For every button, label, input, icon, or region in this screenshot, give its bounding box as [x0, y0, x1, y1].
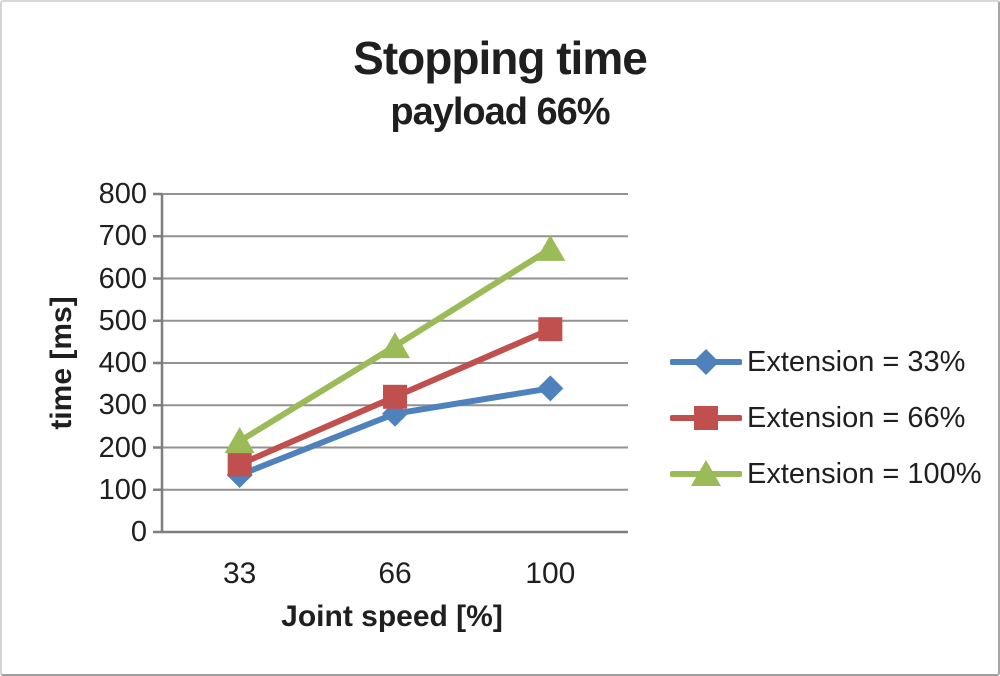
x-tick-label: 33	[222, 557, 257, 590]
legend: Extension = 33% Extension = 66% Extensio…	[670, 334, 982, 502]
x-tick-label: 100	[525, 557, 576, 590]
legend-marker-triangle-icon	[670, 460, 742, 486]
y-tick-label: 500	[98, 304, 147, 337]
data-point-marker	[224, 427, 255, 454]
chart-subtitle: payload 66%	[390, 90, 610, 133]
y-tick-label: 700	[98, 220, 147, 253]
data-point-marker	[383, 384, 407, 409]
data-point-marker	[535, 234, 566, 261]
data-point-marker	[538, 317, 563, 342]
legend-item: Extension = 100%	[670, 446, 982, 502]
legend-marker	[694, 406, 718, 430]
chart-title: Stopping time	[353, 32, 648, 84]
legend-marker	[691, 460, 721, 486]
data-point-marker	[227, 452, 252, 477]
legend-marker	[693, 349, 719, 375]
legend-item: Extension = 33%	[670, 334, 982, 390]
legend-item-label: Extension = 100%	[747, 457, 982, 490]
y-tick-label: 600	[98, 262, 147, 295]
y-tick-label: 0	[130, 516, 147, 548]
data-point-marker	[380, 332, 410, 359]
y-axis-title: time [ms]	[45, 296, 78, 430]
y-tick-label: 800	[98, 178, 147, 210]
legend-item-label: Extension = 66%	[747, 401, 966, 434]
y-tick-label: 400	[98, 347, 147, 379]
legend-item: Extension = 66%	[670, 390, 982, 446]
legend-marker-diamond-icon	[670, 349, 742, 375]
x-axis-title: Joint speed [%]	[281, 600, 503, 633]
legend-marker-square-icon	[670, 406, 742, 430]
y-tick-label: 300	[98, 389, 147, 422]
chart-title-block: Stopping time payload 66%	[2, 32, 998, 135]
x-tick-label: 66	[378, 557, 412, 590]
y-tick-label: 200	[98, 431, 147, 464]
y-tick-label: 100	[98, 473, 147, 506]
data-point-marker	[537, 375, 564, 402]
legend-item-label: Extension = 33%	[747, 345, 966, 378]
